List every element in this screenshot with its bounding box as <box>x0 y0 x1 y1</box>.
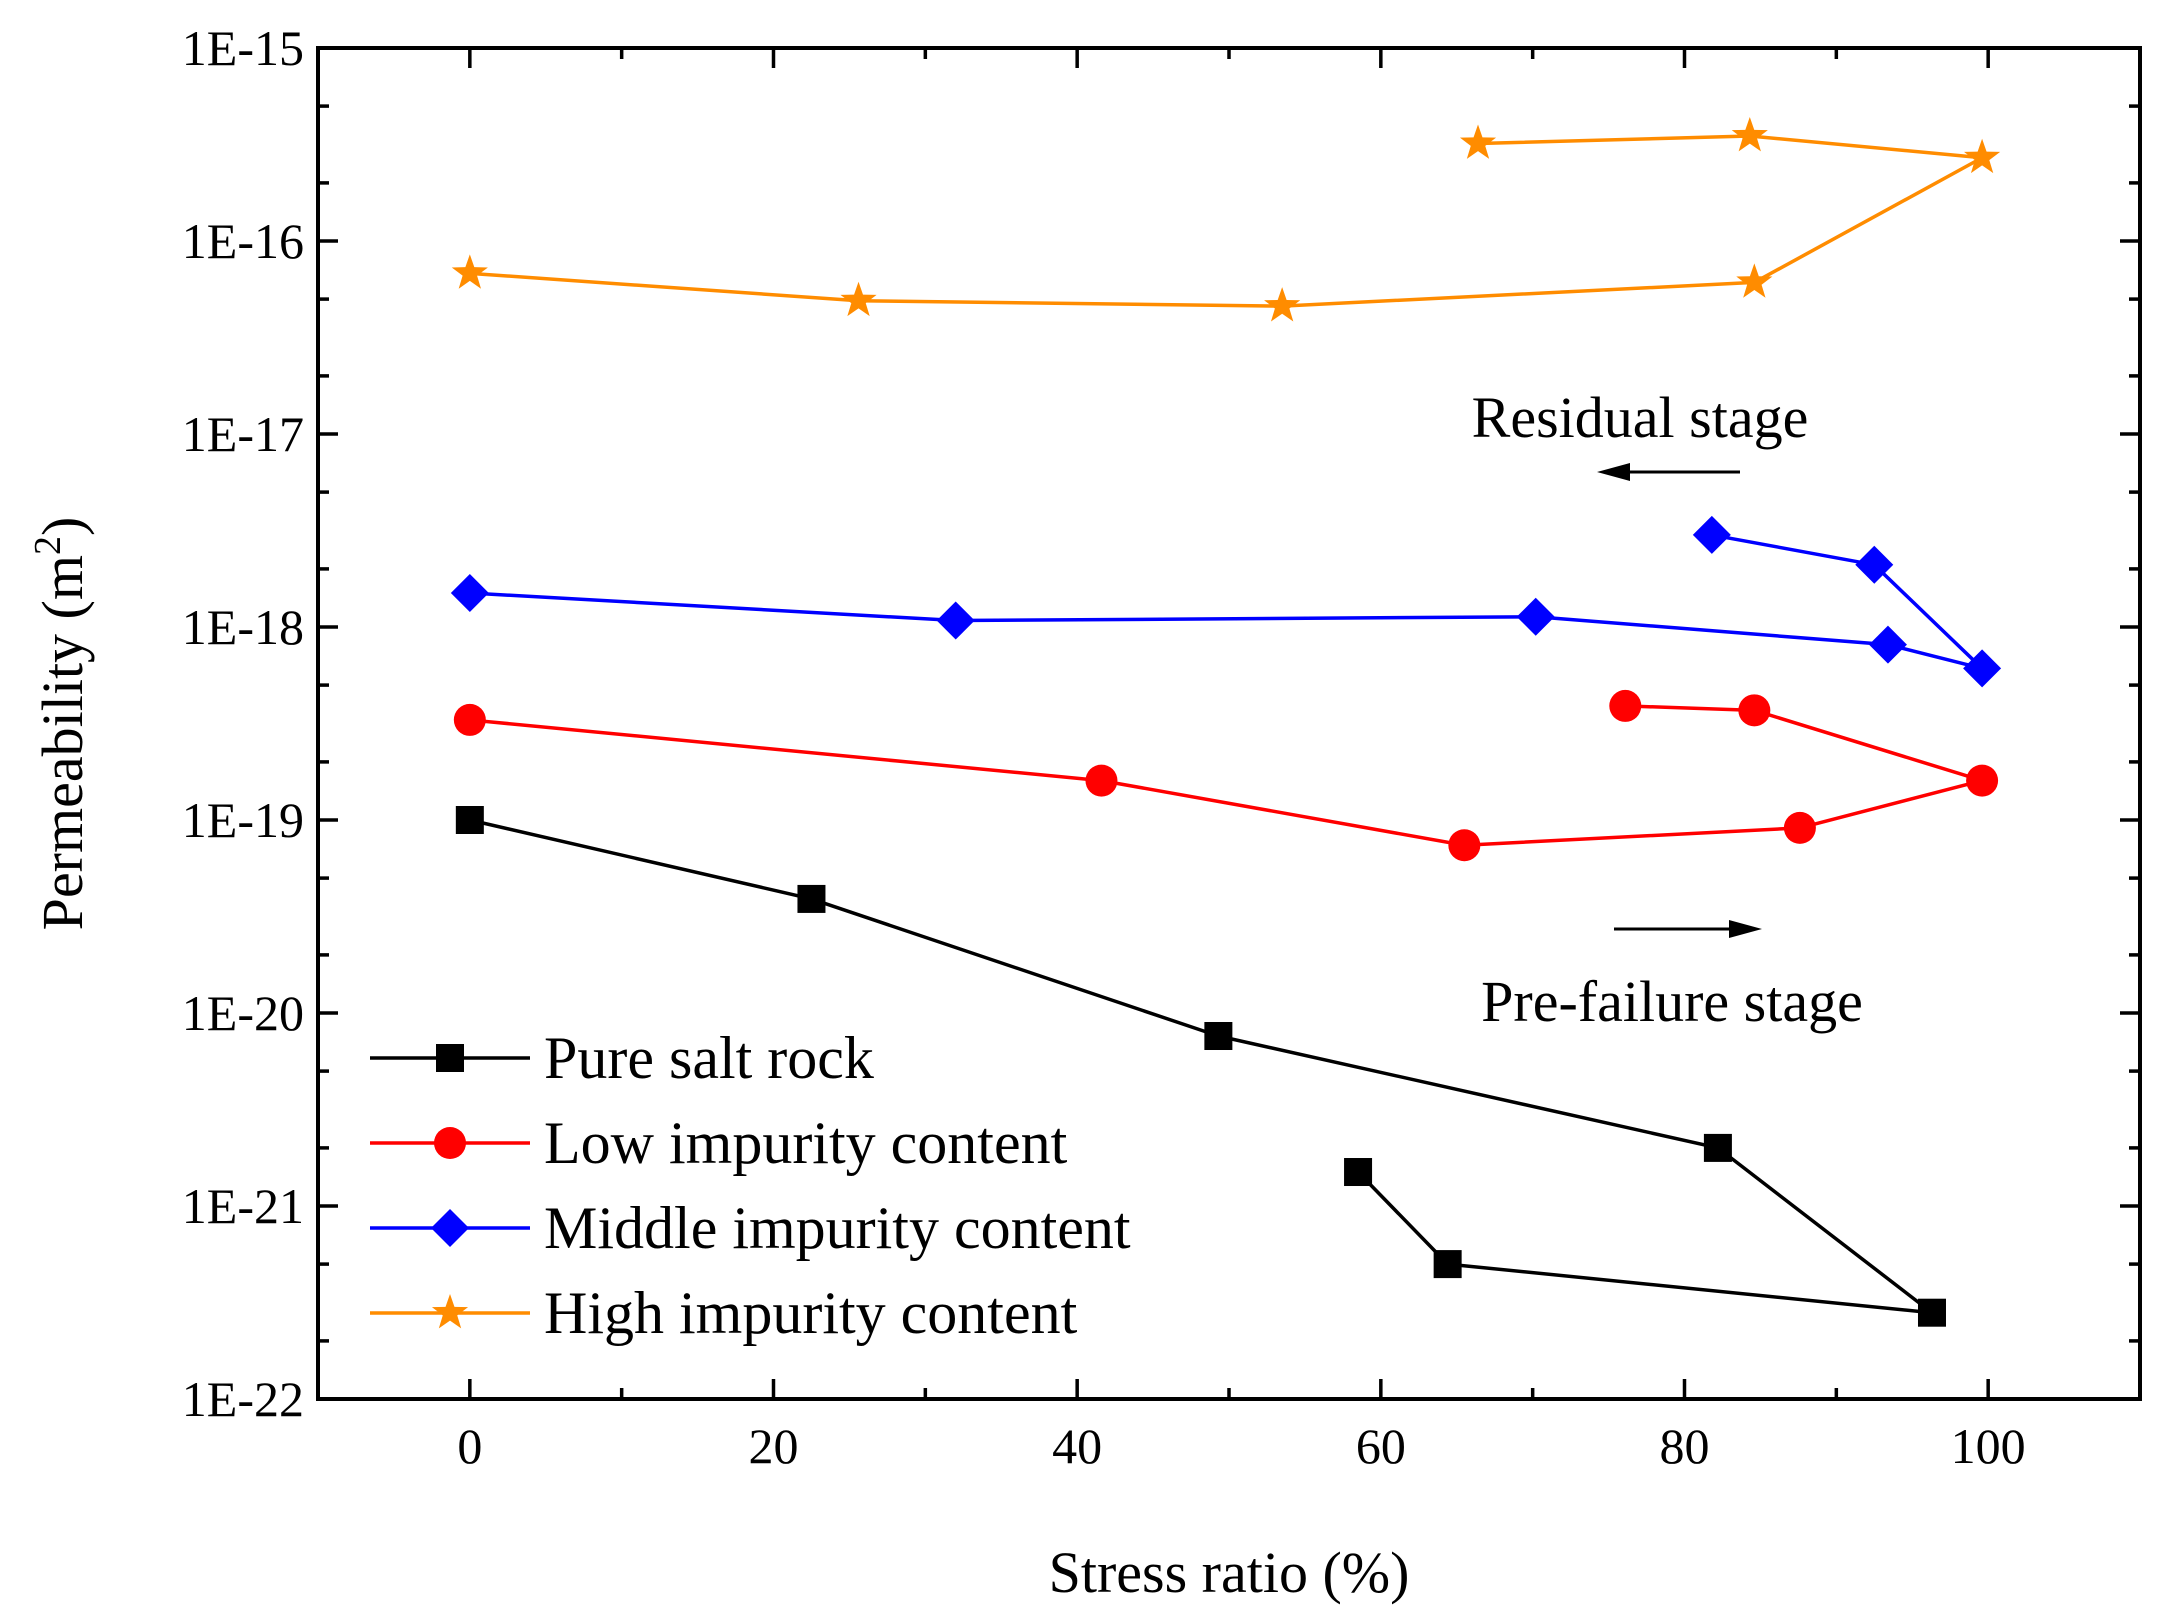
data-point-s1-p6 <box>1609 689 1642 722</box>
series-line-2 <box>469 533 1984 671</box>
arrow-prefailure-head <box>1729 920 1762 938</box>
y-axis-title-main: Permeability (m <box>30 555 95 930</box>
annotation-prefailure-stage: Pre-failure stage <box>1481 969 1863 1034</box>
legend-label-1: Low impurity content <box>544 1110 1068 1176</box>
legend-marker-1 <box>434 1127 466 1159</box>
data-point-s0-p0 <box>455 806 484 834</box>
annotations: Residual stage Pre-failure stage <box>1472 385 1863 1034</box>
y-tick-label: 1E-21 <box>182 1178 304 1234</box>
annotation-residual-stage: Residual stage <box>1472 385 1809 450</box>
legend: Pure salt rock Low impurity content Middle… <box>370 1025 1131 1346</box>
legend-label-2: Middle impurity content <box>544 1195 1131 1261</box>
data-point-s3-p5 <box>1731 116 1768 152</box>
legend-label-0: Pure salt rock <box>544 1025 874 1091</box>
data-point-s0-p1 <box>797 884 826 913</box>
series-line-1 <box>469 704 1984 847</box>
arrow-residual-head <box>1597 463 1630 481</box>
data-point-s3-p1 <box>840 281 877 317</box>
data-point-s1-p2 <box>1448 829 1481 862</box>
data-point-s1-p0 <box>453 703 486 736</box>
y-axis-title-sup: 2 <box>27 536 69 555</box>
data-point-s2-p2 <box>1516 597 1555 636</box>
data-point-s0-p6 <box>1344 1158 1373 1187</box>
axes: 0 20 40 60 80 100 1E-22 1E-21 1E-20 1E-19 1E-18 1E-… <box>27 20 2142 1605</box>
data-point-s0-p4 <box>1917 1298 1946 1327</box>
data-point-s1-p3 <box>1783 811 1816 844</box>
x-tick-label: 0 <box>457 1418 482 1474</box>
data-point-s1-p4 <box>1966 764 1999 797</box>
legend-marker-0 <box>436 1044 464 1072</box>
y-axis-title-close: ) <box>30 517 95 536</box>
legend-label-3: High impurity content <box>544 1280 1078 1346</box>
x-tick-label: 40 <box>1052 1418 1102 1474</box>
series-markers <box>450 116 2002 1327</box>
data-point-s3-p3 <box>1736 263 1773 298</box>
y-axis-title: Permeability (m2) <box>27 517 95 931</box>
legend-marker-2 <box>431 1209 469 1247</box>
y-tick-label: 1E-19 <box>182 792 304 848</box>
data-point-s2-p5 <box>1855 545 1894 584</box>
legend-marker-3 <box>431 1294 469 1329</box>
data-point-s3-p0 <box>451 254 488 289</box>
data-point-s2-p4 <box>1963 649 2002 688</box>
y-tick-label: 1E-16 <box>182 213 304 269</box>
x-tick-label: 60 <box>1356 1418 1406 1474</box>
data-point-s0-p5 <box>1433 1250 1462 1279</box>
x-tick-label: 100 <box>1951 1418 2026 1474</box>
x-tick-label: 20 <box>749 1418 799 1474</box>
x-axis-title: Stress ratio (%) <box>1049 1540 1410 1605</box>
data-point-s1-p5 <box>1738 694 1771 727</box>
data-point-s2-p1 <box>936 601 975 640</box>
data-point-s2-p6 <box>1692 515 1731 554</box>
data-point-s3-p6 <box>1459 124 1497 159</box>
y-tick-label: 1E-17 <box>182 406 304 462</box>
data-point-s0-p3 <box>1703 1133 1732 1162</box>
data-point-s3-p2 <box>1264 287 1301 322</box>
data-point-s2-p0 <box>450 574 489 613</box>
data-point-s3-p4 <box>1964 138 2001 174</box>
y-tick-label: 1E-20 <box>182 985 304 1041</box>
y-tick-label: 1E-22 <box>182 1371 304 1427</box>
data-point-s0-p2 <box>1204 1022 1233 1051</box>
data-point-s2-p3 <box>1868 625 1907 664</box>
x-tick-label: 80 <box>1660 1418 1710 1474</box>
y-tick-label: 1E-15 <box>182 20 304 76</box>
y-tick-label: 1E-18 <box>182 599 304 655</box>
data-point-s1-p1 <box>1085 764 1118 797</box>
